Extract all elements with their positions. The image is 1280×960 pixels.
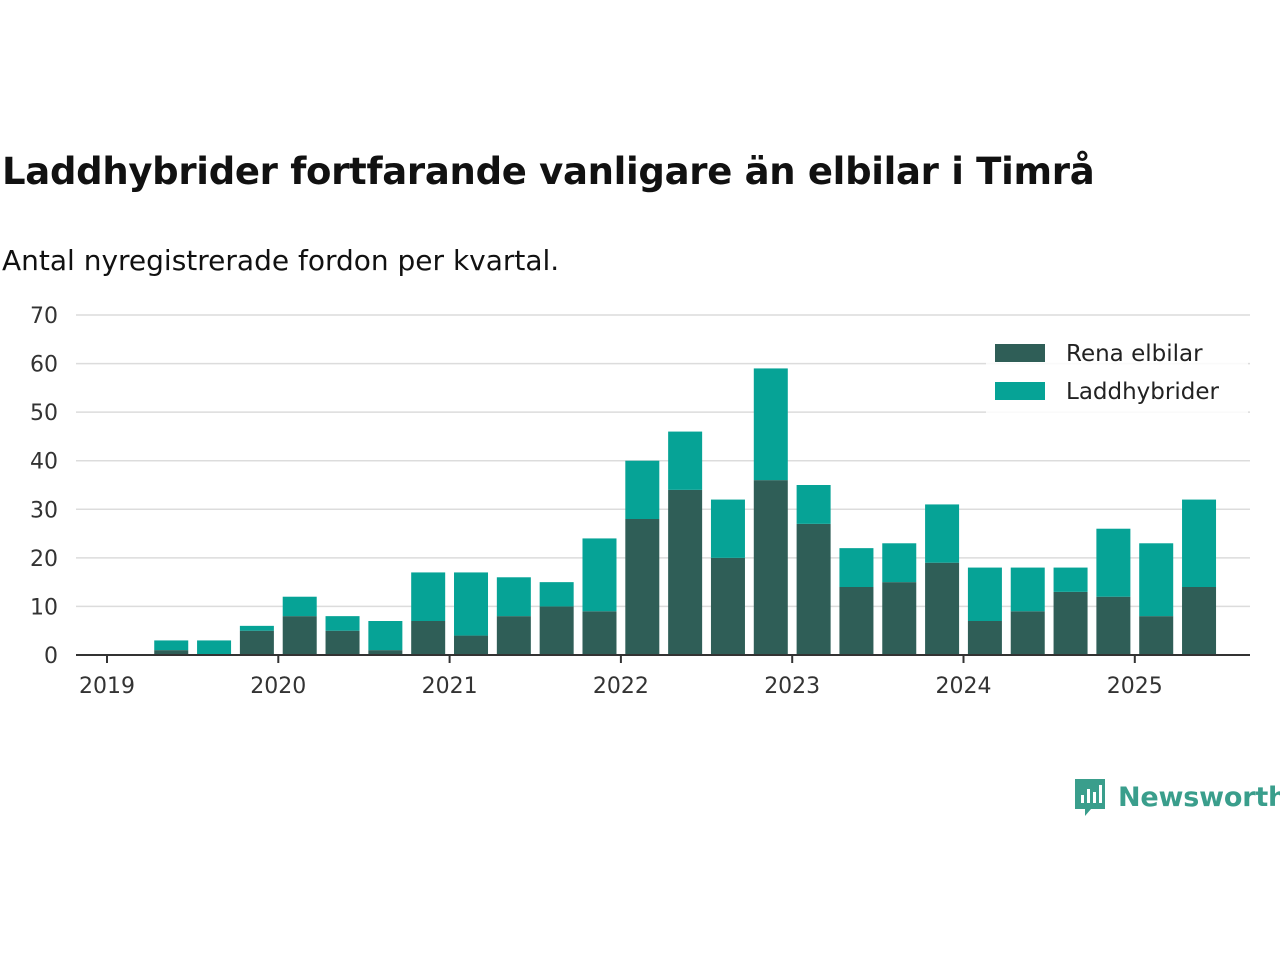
bar-laddhybrider: [368, 621, 403, 651]
y-tick-label: 30: [30, 498, 58, 523]
bar-rena-elbilar: [925, 562, 960, 655]
bar-rena-elbilar: [710, 557, 745, 655]
legend: Rena elbilar Laddhybrider: [986, 334, 1248, 414]
legend-swatch-rena-elbilar: [995, 344, 1045, 362]
bar-laddhybrider: [668, 431, 703, 490]
bar-rena-elbilar: [368, 650, 403, 655]
bar-rena-elbilar: [454, 635, 489, 655]
bar-laddhybrider: [925, 504, 960, 563]
bar-rena-elbilar: [239, 630, 274, 655]
bar-rena-elbilar: [839, 587, 874, 655]
y-tick-label: 20: [30, 547, 58, 572]
x-tick-label: 2023: [764, 674, 820, 699]
y-tick-label: 0: [44, 644, 58, 669]
bar-rena-elbilar: [1182, 587, 1217, 655]
bar-rena-elbilar: [967, 621, 1002, 655]
bar-laddhybrider: [625, 460, 660, 519]
bar-rena-elbilar: [753, 480, 788, 655]
bar-laddhybrider: [197, 640, 232, 655]
x-tick-label: 2020: [250, 674, 306, 699]
bar-laddhybrider: [496, 577, 531, 617]
newsworthy-brand: Newsworthy: [1072, 776, 1280, 818]
bar-laddhybrider: [154, 640, 189, 651]
bar-rena-elbilar: [882, 582, 917, 655]
bar-rena-elbilar: [1010, 611, 1045, 655]
bar-rena-elbilar: [625, 519, 660, 655]
x-tick-label: 2024: [936, 674, 992, 699]
x-tick-label: 2022: [593, 674, 649, 699]
bar-laddhybrider: [1010, 567, 1045, 612]
legend-label-rena-elbilar: Rena elbilar: [1066, 341, 1203, 367]
y-tick-label: 60: [30, 353, 58, 378]
bar-laddhybrider: [710, 499, 745, 558]
bar-laddhybrider: [582, 538, 617, 612]
bar-laddhybrider: [839, 548, 874, 587]
bar-laddhybrider: [325, 616, 360, 631]
bar-laddhybrider: [796, 485, 831, 524]
bar-rena-elbilar: [496, 616, 531, 655]
bar-laddhybrider: [1139, 543, 1174, 617]
bar-rena-elbilar: [539, 606, 574, 655]
bar-laddhybrider: [967, 567, 1002, 621]
bar-laddhybrider: [753, 368, 788, 481]
x-tick-label: 2019: [79, 674, 135, 699]
bar-laddhybrider: [882, 543, 917, 583]
bar-laddhybrider: [539, 582, 574, 607]
chart-title: Laddhybrider fortfarande vanligare än el…: [2, 150, 1095, 193]
bar-rena-elbilar: [154, 650, 189, 655]
bar-laddhybrider: [239, 625, 274, 631]
bar-laddhybrider: [1182, 499, 1217, 587]
legend-swatch-laddhybrider: [995, 382, 1045, 400]
bar-rena-elbilar: [796, 523, 831, 655]
bar-laddhybrider: [1053, 567, 1088, 592]
brand-name: Newsworthy: [1118, 781, 1280, 813]
x-tick-label: 2021: [422, 674, 478, 699]
chart-subtitle: Antal nyregistrerade fordon per kvartal.: [2, 244, 560, 277]
bar-rena-elbilar: [282, 616, 317, 655]
bar-rena-elbilar: [411, 621, 446, 655]
y-axis-labels: 0 10 20 30 40 50 60 70: [30, 304, 58, 669]
legend-label-laddhybrider: Laddhybrider: [1066, 379, 1219, 405]
bar-laddhybrider: [454, 572, 489, 636]
y-tick-label: 70: [30, 304, 58, 329]
bar-rena-elbilar: [325, 630, 360, 655]
y-tick-label: 50: [30, 401, 58, 426]
bars: [154, 368, 1217, 655]
bar-rena-elbilar: [1139, 616, 1174, 655]
bar-rena-elbilar: [668, 489, 703, 655]
bar-laddhybrider: [411, 572, 446, 621]
bar-laddhybrider: [1096, 528, 1131, 597]
bar-laddhybrider: [282, 596, 317, 617]
y-tick-label: 10: [30, 595, 58, 620]
bar-rena-elbilar: [1096, 596, 1131, 655]
newsworthy-logo-icon: [1075, 779, 1105, 816]
bar-rena-elbilar: [1053, 591, 1088, 655]
y-tick-label: 40: [30, 450, 58, 475]
x-tick-label: 2025: [1107, 674, 1163, 699]
bar-rena-elbilar: [582, 611, 617, 655]
x-axis-ticks: 2019 2020 2021 2022 2023 2024 2025: [79, 655, 1163, 699]
